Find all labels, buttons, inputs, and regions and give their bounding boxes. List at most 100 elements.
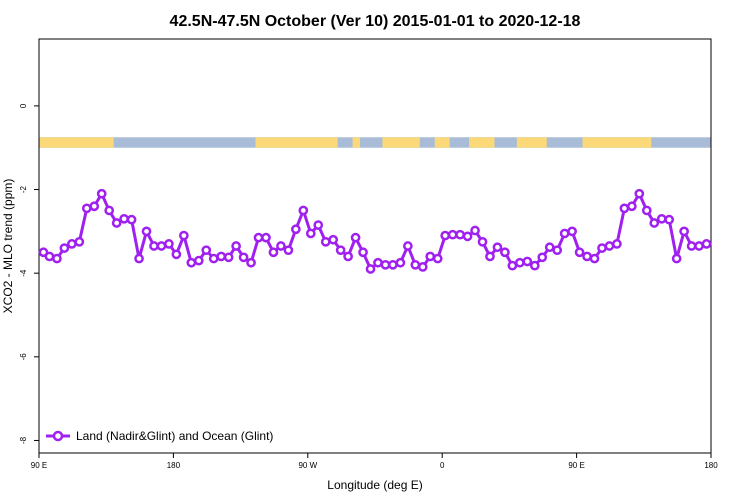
data-point	[141, 226, 152, 237]
data-point	[111, 218, 122, 228]
y-tick-label-3: -6	[19, 353, 28, 361]
data-point	[238, 252, 249, 263]
data-point	[574, 247, 585, 258]
data-point	[320, 236, 331, 247]
x-tick-label-4: 90 E	[568, 461, 584, 470]
data-point	[403, 241, 413, 251]
land-ocean-band	[39, 137, 711, 148]
data-point	[246, 257, 256, 268]
data-point	[649, 218, 660, 228]
data-point	[440, 230, 451, 241]
data-point	[223, 252, 234, 263]
data-point	[507, 260, 518, 271]
data-point	[350, 232, 361, 243]
data-point	[686, 241, 697, 251]
data-point	[276, 241, 286, 251]
legend: Land (Nadir&Glint) and Ocean (Glint)	[46, 429, 273, 443]
data-point	[291, 224, 301, 235]
land-segment-4	[434, 137, 450, 148]
data-point	[96, 188, 107, 199]
x-tick-label-0: 90 E	[31, 461, 47, 470]
data-point	[515, 257, 525, 268]
data-point	[305, 228, 316, 239]
ocean-band	[39, 137, 711, 148]
data-point	[410, 259, 421, 270]
data-point	[470, 225, 480, 236]
y-tick-label-0: 0	[19, 103, 28, 108]
data-point	[552, 245, 563, 256]
data-point	[365, 264, 376, 274]
data-point	[395, 257, 406, 268]
data-point	[619, 203, 630, 214]
data-point	[477, 236, 488, 247]
data-point	[529, 260, 540, 271]
data-point	[544, 242, 555, 253]
data-point	[589, 253, 600, 264]
x-tick-label-3: 0	[440, 461, 445, 470]
land-segment-2	[352, 137, 361, 148]
data-point	[104, 205, 115, 216]
data-point	[627, 201, 637, 212]
land-segment-6	[516, 137, 547, 148]
data-point	[208, 253, 219, 264]
data-point	[582, 251, 592, 262]
y-tick-label-2: -4	[19, 269, 28, 277]
data-point	[201, 245, 212, 256]
x-tick-label-1: 180	[167, 461, 181, 470]
data-point	[388, 259, 398, 270]
series	[38, 188, 712, 274]
data-point	[485, 251, 495, 262]
x-axis: 90 E 180 90 W 0 90 E 180	[31, 453, 718, 470]
data-point	[74, 236, 85, 247]
data-point	[656, 213, 667, 224]
data-point	[268, 247, 279, 258]
legend-point-marker	[52, 430, 64, 442]
y-tick-label-1: -2	[19, 185, 28, 193]
data-point	[380, 259, 391, 270]
data-point	[81, 203, 92, 214]
data-point	[253, 232, 264, 243]
data-point	[328, 234, 339, 245]
x-tick-label-2: 90 W	[298, 461, 317, 470]
data-point	[179, 230, 189, 241]
data-point	[373, 257, 383, 268]
data-point	[492, 242, 503, 253]
data-point	[432, 253, 443, 264]
land-segment-7	[582, 137, 652, 148]
data-point	[186, 257, 197, 268]
data-point	[500, 247, 510, 258]
land-segment-0	[39, 137, 114, 148]
y-tick-label-4: -8	[19, 436, 28, 444]
land-segment-5	[469, 137, 495, 148]
data-point	[231, 241, 241, 251]
data-point	[134, 253, 144, 264]
legend-series-label: Land (Nadir&Glint) and Ocean (Glint)	[76, 429, 273, 443]
data-point	[701, 239, 712, 249]
data-point	[671, 253, 682, 264]
data-point	[67, 239, 77, 249]
chart-title: 42.5N-47.5N October (Ver 10) 2015-01-01 …	[170, 13, 581, 30]
data-point	[664, 214, 675, 225]
y-axis: 0 -2 -4 -6 -8	[19, 103, 39, 444]
data-point	[52, 253, 62, 264]
x-axis-label: Longitude (deg E)	[327, 478, 422, 492]
data-point	[417, 262, 428, 272]
data-point	[358, 247, 368, 258]
data-point	[567, 226, 577, 237]
data-point	[641, 205, 652, 216]
plot-frame	[38, 38, 712, 454]
data-point	[679, 226, 689, 237]
data-point	[149, 241, 159, 251]
data-point	[597, 243, 607, 253]
data-point	[634, 188, 645, 199]
data-point	[126, 214, 137, 225]
land-segment-1	[255, 137, 338, 148]
data-point	[89, 201, 100, 212]
data-point	[335, 245, 346, 256]
data-point	[462, 231, 473, 242]
data-point	[59, 243, 70, 253]
data-point	[425, 251, 436, 262]
data-point	[44, 251, 55, 262]
x-tick-label-5: 180	[704, 461, 718, 470]
